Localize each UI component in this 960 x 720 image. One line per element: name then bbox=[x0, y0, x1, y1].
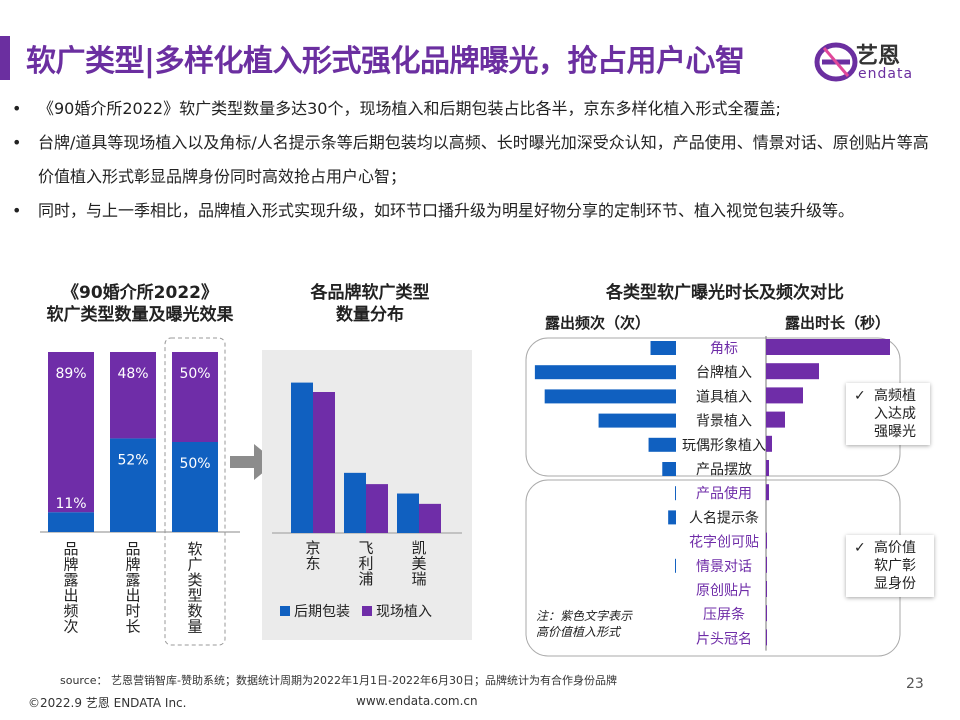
chart1-category-label: 品牌露出频次 bbox=[63, 540, 78, 636]
chart3-duration-label: 露出时长（秒） bbox=[785, 314, 891, 332]
chart3-duration-bar bbox=[766, 363, 819, 380]
chart3-category-label: 产品摆放 bbox=[696, 462, 752, 478]
chart3-note: 注：紫色文字表示 高价值植入形式 bbox=[536, 608, 632, 640]
chart1-label-后期包装: 52% bbox=[117, 452, 148, 468]
chart1-label-现场植入: 89% bbox=[55, 366, 86, 382]
endata-logo: 艺恩 endata bbox=[814, 38, 934, 84]
chart3-frequency-bar bbox=[544, 389, 676, 404]
bullet-item: • 同时，与上一季相比，品牌植入形式实现升级，如环节口播升级为明星好物分享的定制环… bbox=[12, 201, 855, 220]
chart3-title: 各类型软广曝光时长及频次对比 bbox=[606, 283, 844, 303]
chart2-bar-后期包装 bbox=[344, 472, 366, 533]
chart3-duration-bar bbox=[766, 435, 772, 452]
chart2-title: 各品牌软广类型 数量分布 bbox=[270, 282, 470, 326]
chart3-duration-bar bbox=[766, 387, 803, 404]
chart1-label-现场植入: 50% bbox=[179, 366, 210, 382]
chart1-highlight-box bbox=[164, 337, 226, 646]
chart3-duration-bar bbox=[766, 581, 767, 597]
footer-source: source： 艺恩营销智库-赞助系统；数据统计周期为2022年1月1日-202… bbox=[60, 674, 617, 687]
logo-text: 艺恩 bbox=[856, 44, 901, 69]
chart3-duration-bar bbox=[766, 339, 890, 355]
chart3-frequency-bar bbox=[648, 437, 676, 452]
chart1-category-label: 软广类型数量 bbox=[187, 540, 202, 636]
chart2-bar-现场植入 bbox=[419, 503, 441, 533]
chart1-bar-后期包装 bbox=[172, 442, 218, 532]
chart2-legend-swatch bbox=[362, 606, 372, 616]
check-icon: ✓ bbox=[854, 388, 866, 404]
chart3-frequency-bar bbox=[668, 510, 676, 525]
chart2-legend-label: 现场植入 bbox=[376, 604, 432, 620]
chart1-bar-现场植入 bbox=[48, 352, 94, 513]
chart3-category-label: 角标 bbox=[710, 341, 738, 357]
title-line: 注：紫色文字表示 bbox=[536, 609, 633, 623]
chart3-frequency-bar bbox=[598, 413, 676, 428]
chart2-category-label: 凯美瑞 bbox=[411, 539, 426, 588]
title-accent-bar bbox=[0, 36, 10, 80]
chart3-frequency-bar bbox=[662, 462, 676, 476]
chart3-category-label: 片头冠名 bbox=[696, 631, 752, 647]
chart1-bar-后期包装 bbox=[48, 512, 94, 532]
chart3-category-label: 背景植入 bbox=[696, 414, 752, 430]
chart2-bar-现场植入 bbox=[313, 392, 335, 533]
logo-subtext: endata bbox=[858, 66, 914, 82]
chart1-category-label: 品牌露出时长 bbox=[125, 540, 140, 636]
footer-url: www.endata.com.cn bbox=[356, 694, 478, 708]
chart3-duration-bar bbox=[766, 484, 769, 501]
chart3-frequency-bar bbox=[650, 341, 676, 355]
chart1-bar-现场植入 bbox=[110, 352, 156, 439]
chart3-category-label: 玩偶形象植入 bbox=[682, 438, 766, 454]
chart3-category-label: 情景对话 bbox=[696, 559, 752, 575]
logo-e-icon bbox=[814, 42, 858, 82]
callout-high-value: ✓ 高价值软广彰显身份 bbox=[846, 535, 934, 597]
title-line: 高价值植入形式 bbox=[536, 625, 621, 639]
chart3-category-label: 花字创可贴 bbox=[689, 535, 759, 551]
chart1-bar-后期包装 bbox=[110, 438, 156, 532]
chart1-bar-现场植入 bbox=[172, 352, 218, 442]
title-line: 《90婚介所2022》 bbox=[62, 283, 218, 303]
page-title: 软广类型|多样化植入形式强化品牌曝光，抢占用户心智 bbox=[26, 44, 745, 79]
chart2-bar-后期包装 bbox=[291, 382, 313, 533]
chart3-category-label: 人名提示条 bbox=[689, 509, 759, 526]
chart3-duration-bar bbox=[766, 556, 767, 573]
chart1-label-后期包装: 50% bbox=[179, 456, 210, 472]
chart3-frequency-bar bbox=[534, 365, 676, 380]
chart2-legend-label: 后期包装 bbox=[294, 604, 350, 620]
title-line: 数量分布 bbox=[336, 305, 404, 325]
footer-copyright: ©2022.9 艺恩 ENDATA Inc. bbox=[28, 696, 187, 710]
chart3-frequency-bar bbox=[675, 558, 676, 573]
check-icon: ✓ bbox=[854, 540, 866, 556]
chart2-bar-现场植入 bbox=[366, 484, 388, 533]
chart2-category-label: 京东 bbox=[305, 539, 320, 573]
chart3-category-label: 产品使用 bbox=[696, 485, 752, 502]
callout-high-frequency: ✓ 高频植入达成强曝光 bbox=[846, 383, 930, 445]
chart2-legend-swatch bbox=[280, 606, 290, 616]
bullet-item: • 《90婚介所2022》软广类型数量多达30个，现场植入和后期包装占比各半，京东… bbox=[12, 99, 781, 118]
chart3-duration-bar bbox=[766, 411, 785, 428]
chart3-category-label: 压屏条 bbox=[703, 606, 745, 623]
chart3-category-label: 台牌植入 bbox=[696, 364, 752, 381]
chart3-duration-bar bbox=[766, 629, 767, 646]
chart3-duration-bar bbox=[766, 532, 767, 549]
chart1-title: 《90婚介所2022》 软广类型数量及曝光效果 bbox=[20, 282, 260, 326]
title-line: 软广类型数量及曝光效果 bbox=[46, 305, 234, 325]
chart3-duration-bar bbox=[766, 605, 767, 622]
chart3-frequency-label: 露出频次（次） bbox=[545, 314, 651, 332]
chart3-butterfly-bars: 角标台牌植入道具植入背景植入玩偶形象植入产品摆放产品使用人名提示条花字创可贴情景… bbox=[525, 336, 901, 657]
title-line: 各品牌软广类型 bbox=[310, 283, 430, 303]
chart3-category-label: 道具植入 bbox=[696, 389, 752, 405]
chart3-duration-bar bbox=[766, 460, 769, 476]
bullet-item: • 台牌/道具等现场植入以及角标/人名提示条等后期包装均以高频、长时曝光加深受众认… bbox=[12, 133, 929, 186]
chart2-bar-后期包装 bbox=[397, 493, 419, 533]
chart2-category-label: 飞利浦 bbox=[358, 539, 373, 588]
chart3-group-box-1 bbox=[525, 337, 901, 477]
chart1-label-后期包装: 11% bbox=[55, 496, 86, 512]
chart3-category-label: 原创贴片 bbox=[696, 583, 752, 599]
chart1-stacked-bars: 11% 89% 品牌露出频次 52% 48% 品牌露出时长 50% 50% 软广类型数量 bbox=[40, 337, 240, 646]
chart3-frequency-bar bbox=[675, 486, 676, 501]
page-number: 23 bbox=[906, 676, 924, 692]
bullet-list: • 《90婚介所2022》软广类型数量多达30个，现场植入和后期包装占比各半，京东… bbox=[12, 92, 942, 228]
chart1-label-现场植入: 48% bbox=[117, 366, 148, 382]
